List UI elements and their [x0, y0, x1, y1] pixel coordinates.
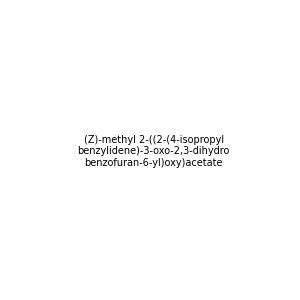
- Text: (Z)-methyl 2-((2-(4-isopropyl
benzylidene)-3-oxo-2,3-dihydro
benzofuran-6-yl)oxy: (Z)-methyl 2-((2-(4-isopropyl benzyliden…: [78, 135, 230, 168]
